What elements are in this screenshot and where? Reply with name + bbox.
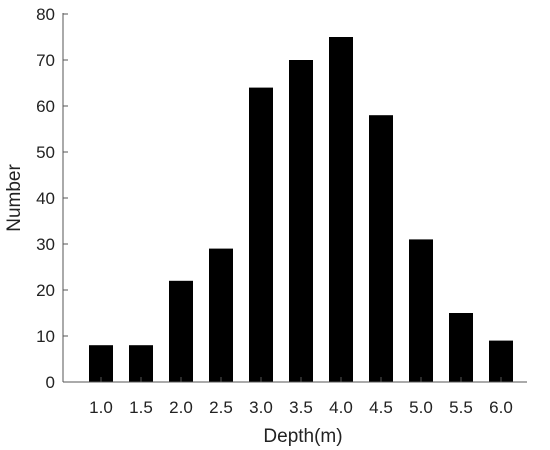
y-tick-label: 10 — [36, 327, 55, 346]
x-tick-label: 6.0 — [489, 398, 513, 417]
bar — [409, 239, 433, 382]
y-tick-label: 0 — [46, 373, 55, 392]
x-tick-label: 4.0 — [329, 398, 353, 417]
y-tick-label: 20 — [36, 281, 55, 300]
y-tick-label: 40 — [36, 189, 55, 208]
x-tick-label: 1.5 — [129, 398, 153, 417]
bars — [89, 37, 513, 382]
bar — [489, 340, 513, 382]
y-axis-title: Number — [4, 164, 25, 232]
y-axis-ticks: 0 10 20 30 40 50 60 70 80 — [36, 5, 68, 392]
bar — [129, 345, 153, 382]
y-tick-label: 50 — [36, 143, 55, 162]
bar — [169, 280, 193, 382]
x-tick-label: 3.5 — [289, 398, 313, 417]
x-axis-title: Depth(m) — [263, 426, 342, 447]
x-axis-ticks: 1.0 1.5 2.0 2.5 3.0 3.5 4.0 4.5 5.0 5.5 6.0 — [89, 377, 513, 417]
x-tick-label: 5.5 — [449, 398, 473, 417]
bar — [249, 87, 273, 382]
x-tick-label: 2.0 — [169, 398, 193, 417]
bar — [89, 345, 113, 382]
bar — [209, 248, 233, 382]
y-tick-label: 80 — [36, 5, 55, 24]
bar — [289, 60, 313, 382]
y-tick-label: 70 — [36, 51, 55, 70]
x-tick-label: 3.0 — [249, 398, 273, 417]
x-tick-label: 1.0 — [89, 398, 113, 417]
x-tick-label: 5.0 — [409, 398, 433, 417]
bar — [449, 313, 473, 382]
y-tick-label: 30 — [36, 235, 55, 254]
x-tick-label: 2.5 — [209, 398, 233, 417]
x-tick-label: 4.5 — [369, 398, 393, 417]
bar — [369, 115, 393, 382]
bar — [329, 37, 353, 382]
y-tick-label: 60 — [36, 97, 55, 116]
